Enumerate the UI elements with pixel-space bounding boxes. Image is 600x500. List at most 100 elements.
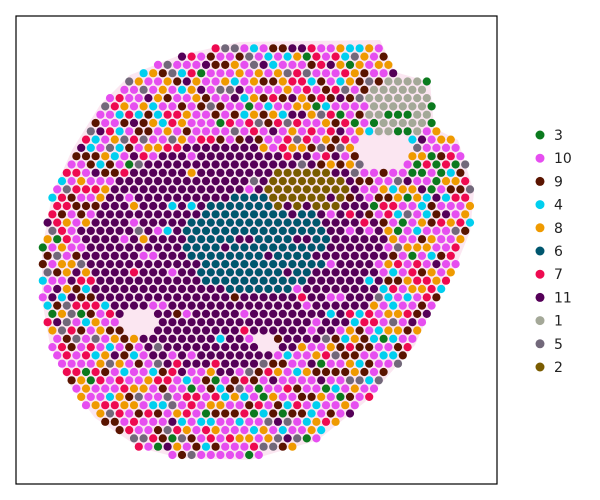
- spot-cluster-10: [374, 343, 383, 352]
- spot-cluster-11: [345, 260, 355, 269]
- spot-cluster-11: [153, 243, 163, 252]
- spot-cluster-10: [168, 102, 177, 111]
- spot-cluster-11: [192, 260, 201, 269]
- spot-cluster-11: [144, 243, 153, 252]
- spot-cluster-9: [389, 251, 398, 260]
- spot-cluster-6: [273, 218, 283, 227]
- spot-cluster-3: [408, 251, 417, 260]
- spot-cluster-10: [374, 210, 383, 219]
- spot-cluster-9: [312, 367, 321, 377]
- spot-cluster-10: [110, 367, 119, 377]
- spot-cluster-2: [273, 185, 283, 194]
- spot-cluster-11: [293, 334, 302, 343]
- spot-cluster-7: [321, 152, 331, 161]
- spot-cluster-6: [254, 201, 263, 211]
- spot-cluster-8: [336, 44, 345, 53]
- spot-cluster-6: [245, 268, 254, 277]
- spot-cluster-10: [422, 226, 431, 235]
- spot-cluster-9: [307, 60, 316, 69]
- spot-cluster-8: [432, 127, 441, 136]
- spot-cluster-9: [254, 367, 263, 377]
- spot-cluster-4: [115, 127, 124, 136]
- spot-cluster-10: [441, 260, 451, 269]
- spot-cluster-10: [77, 160, 86, 169]
- spot-cluster-9: [393, 343, 403, 352]
- spot-cluster-10: [336, 359, 345, 368]
- spot-cluster-3: [81, 367, 91, 377]
- spot-cluster-6: [211, 210, 220, 219]
- spot-cluster-9: [86, 293, 95, 302]
- spot-cluster-9: [173, 309, 182, 318]
- spot-cluster-1: [398, 118, 407, 128]
- spot-cluster-11: [168, 185, 177, 194]
- spot-cluster-7: [384, 210, 393, 219]
- spot-cluster-11: [269, 376, 278, 385]
- spot-cluster-10: [177, 384, 187, 393]
- spot-cluster-11: [288, 309, 297, 318]
- spot-cluster-5: [163, 392, 172, 401]
- spot-cluster-11: [158, 318, 167, 327]
- spot-cluster-3: [77, 309, 86, 318]
- spot-cluster-1: [408, 85, 417, 94]
- spot-cluster-11: [369, 251, 379, 260]
- spot-cluster-10: [201, 127, 211, 136]
- spot-cluster-10: [365, 226, 374, 235]
- spot-cluster-10: [144, 392, 153, 401]
- spot-cluster-11: [110, 251, 119, 260]
- spot-cluster-11: [355, 226, 364, 235]
- spot-cluster-11: [177, 251, 187, 260]
- spot-cluster-5: [321, 334, 331, 343]
- spot-cluster-9: [417, 268, 427, 277]
- spot-cluster-11: [173, 193, 182, 202]
- spot-cluster-9: [427, 201, 436, 211]
- spot-cluster-11: [245, 168, 254, 177]
- spot-cluster-10: [456, 201, 465, 211]
- spot-cluster-8: [307, 426, 316, 435]
- legend-entry-7: 7: [535, 267, 563, 283]
- spot-cluster-6: [302, 268, 311, 277]
- spot-cluster-7: [302, 135, 311, 144]
- spot-cluster-6: [278, 226, 287, 235]
- spot-cluster-11: [129, 185, 139, 194]
- spot-cluster-10: [225, 102, 235, 111]
- spot-cluster-10: [173, 94, 182, 103]
- legend-entry-6: 6: [535, 244, 563, 260]
- spot-cluster-11: [254, 168, 263, 177]
- spot-cluster-3: [350, 118, 359, 128]
- spot-cluster-9: [307, 143, 316, 152]
- spot-cluster-7: [317, 94, 326, 103]
- spot-cluster-10: [110, 384, 119, 393]
- spot-cluster-8: [437, 135, 446, 144]
- spot-cluster-7: [110, 102, 119, 111]
- spot-cluster-11: [163, 177, 172, 186]
- spot-cluster-11: [374, 226, 383, 235]
- spot-cluster-10: [297, 359, 307, 368]
- spot-cluster-6: [230, 243, 239, 252]
- spot-cluster-9: [77, 326, 86, 335]
- spot-cluster-6: [273, 284, 283, 294]
- spot-cluster-11: [417, 135, 427, 144]
- spot-cluster-11: [168, 152, 177, 161]
- spot-cluster-11: [360, 301, 369, 310]
- spot-cluster-8: [110, 334, 119, 343]
- spot-cluster-3: [345, 60, 355, 69]
- spot-cluster-11: [235, 351, 244, 360]
- spot-cluster-7: [225, 118, 235, 128]
- spot-cluster-8: [77, 177, 86, 186]
- spot-cluster-10: [264, 135, 273, 144]
- spot-cluster-11: [173, 343, 182, 352]
- spot-cluster-11: [288, 44, 297, 53]
- spot-cluster-7: [456, 218, 465, 227]
- spot-cluster-2: [321, 185, 331, 194]
- spot-cluster-10: [72, 318, 81, 327]
- spot-cluster-5: [153, 359, 163, 368]
- spot-cluster-8: [307, 110, 316, 119]
- spot-cluster-10: [105, 110, 115, 119]
- spot-cluster-9: [101, 168, 110, 177]
- spot-cluster-11: [177, 351, 187, 360]
- spot-cluster-5: [91, 334, 100, 343]
- spot-cluster-11: [187, 268, 196, 277]
- spot-cluster-8: [465, 201, 475, 211]
- spot-cluster-5: [62, 301, 71, 310]
- spot-cluster-4: [187, 201, 196, 211]
